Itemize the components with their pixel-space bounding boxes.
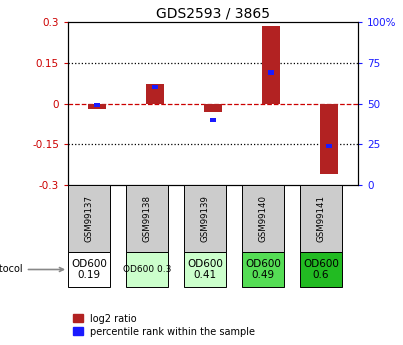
Text: OD600
0.49: OD600 0.49 xyxy=(245,259,281,280)
Bar xyxy=(300,185,342,252)
Bar xyxy=(204,104,222,112)
Bar xyxy=(184,252,226,287)
Bar xyxy=(184,185,226,252)
Bar xyxy=(152,85,158,89)
Title: GDS2593 / 3865: GDS2593 / 3865 xyxy=(156,7,270,21)
Legend: log2 ratio, percentile rank within the sample: log2 ratio, percentile rank within the s… xyxy=(73,314,256,337)
Bar xyxy=(126,252,168,287)
Bar xyxy=(242,185,284,252)
Text: growth protocol: growth protocol xyxy=(0,265,63,275)
Bar xyxy=(326,144,332,148)
Bar xyxy=(242,252,284,287)
Text: GSM99140: GSM99140 xyxy=(258,195,267,242)
Bar xyxy=(88,104,106,109)
Text: GSM99138: GSM99138 xyxy=(142,195,152,242)
Text: OD600
0.41: OD600 0.41 xyxy=(187,259,223,280)
Bar xyxy=(68,185,110,252)
Bar xyxy=(93,103,100,107)
Bar xyxy=(268,70,274,75)
Text: OD600 0.3: OD600 0.3 xyxy=(123,265,171,274)
Text: OD600
0.19: OD600 0.19 xyxy=(71,259,107,280)
Bar xyxy=(68,252,110,287)
Text: GSM99137: GSM99137 xyxy=(84,195,93,242)
Text: GSM99139: GSM99139 xyxy=(200,195,210,242)
Text: OD600
0.6: OD600 0.6 xyxy=(303,259,339,280)
Bar xyxy=(146,85,164,103)
Bar xyxy=(126,185,168,252)
Bar xyxy=(300,252,342,287)
Text: GSM99141: GSM99141 xyxy=(316,195,325,242)
Bar xyxy=(210,118,216,122)
Bar xyxy=(262,26,280,103)
Bar xyxy=(320,104,338,174)
